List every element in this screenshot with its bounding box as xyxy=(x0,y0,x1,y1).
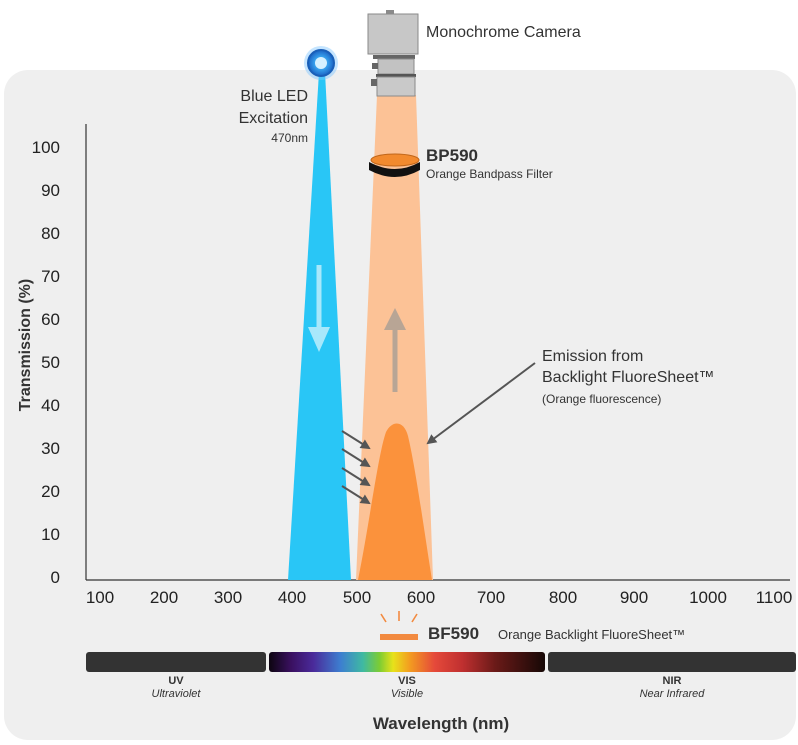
filter-name: BP590 xyxy=(426,146,478,165)
y-tick-label: 60 xyxy=(41,310,60,329)
x-tick-label: 1100 xyxy=(755,588,793,607)
uv-band xyxy=(86,652,266,672)
visible-band xyxy=(269,652,545,672)
x-tick-label: 100 xyxy=(85,588,115,607)
y-tick-label: 30 xyxy=(41,439,60,458)
y-tick-label: 100 xyxy=(31,138,60,157)
led-label-line2: Excitation xyxy=(238,110,308,127)
led-core xyxy=(315,57,327,69)
band-nir-label: NIR xyxy=(662,675,682,687)
x-axis-title: Wavelength (nm) xyxy=(372,714,510,733)
y-tick-label: 0 xyxy=(50,568,60,587)
y-tick-label: 20 xyxy=(41,482,60,501)
excitation-arrow-icon xyxy=(341,430,371,450)
x-tick-label: 800 xyxy=(548,588,578,607)
down-arrowhead-icon xyxy=(308,327,330,352)
emission-label-line1: Emission from xyxy=(542,348,644,365)
monochrome-camera-icon xyxy=(367,10,419,97)
x-tick-label: 600 xyxy=(406,588,436,607)
x-tick-label: 300 xyxy=(213,588,243,607)
y-tick-label: 10 xyxy=(41,525,60,544)
filter-description: Orange Bandpass Filter xyxy=(426,167,553,181)
y-tick-label: 70 xyxy=(41,267,60,286)
emission-peak xyxy=(358,423,432,580)
emission-note: (Orange fluorescence) xyxy=(542,392,662,406)
band-uv-sublabel: Ultraviolet xyxy=(151,688,201,700)
x-tick-label: 500 xyxy=(342,588,372,607)
y-tick-label: 90 xyxy=(41,181,60,200)
excitation-arrow-icon xyxy=(341,467,371,487)
led-wavelength: 470nm xyxy=(271,131,308,145)
excitation-arrow-icon xyxy=(341,485,371,505)
band-uv-label: UV xyxy=(168,675,184,687)
bandpass-filter-icon xyxy=(369,153,420,177)
y-tick-label: 40 xyxy=(41,396,60,415)
sheet-name: BF590 xyxy=(428,624,480,643)
led-label-line1: Blue LED xyxy=(240,88,308,105)
x-tick-label: 900 xyxy=(619,588,649,607)
excitation-arrow-icon xyxy=(341,448,371,468)
x-tick-label: 400 xyxy=(277,588,307,607)
emission-label-line2: Backlight FluoreSheet™ xyxy=(542,369,715,386)
sheet-description: Orange Backlight FluoreSheet™ xyxy=(498,627,686,642)
x-tick-label: 200 xyxy=(149,588,179,607)
up-arrowhead-icon xyxy=(384,308,406,330)
nir-band xyxy=(548,652,796,672)
x-tick-label: 1000 xyxy=(689,588,727,607)
camera-label: Monochrome Camera xyxy=(426,24,581,41)
band-nir-sublabel: Near Infrared xyxy=(639,688,705,700)
y-tick-label: 50 xyxy=(41,353,60,372)
emission-callout-arrow-icon xyxy=(426,362,536,445)
y-axis-title: Transmission (%) xyxy=(17,278,34,412)
band-vis-label: VIS xyxy=(398,675,416,687)
x-tick-label: 700 xyxy=(476,588,506,607)
fluoresheet-icon xyxy=(380,611,418,640)
y-tick-label: 80 xyxy=(41,224,60,243)
band-vis-sublabel: Visible xyxy=(390,688,424,700)
